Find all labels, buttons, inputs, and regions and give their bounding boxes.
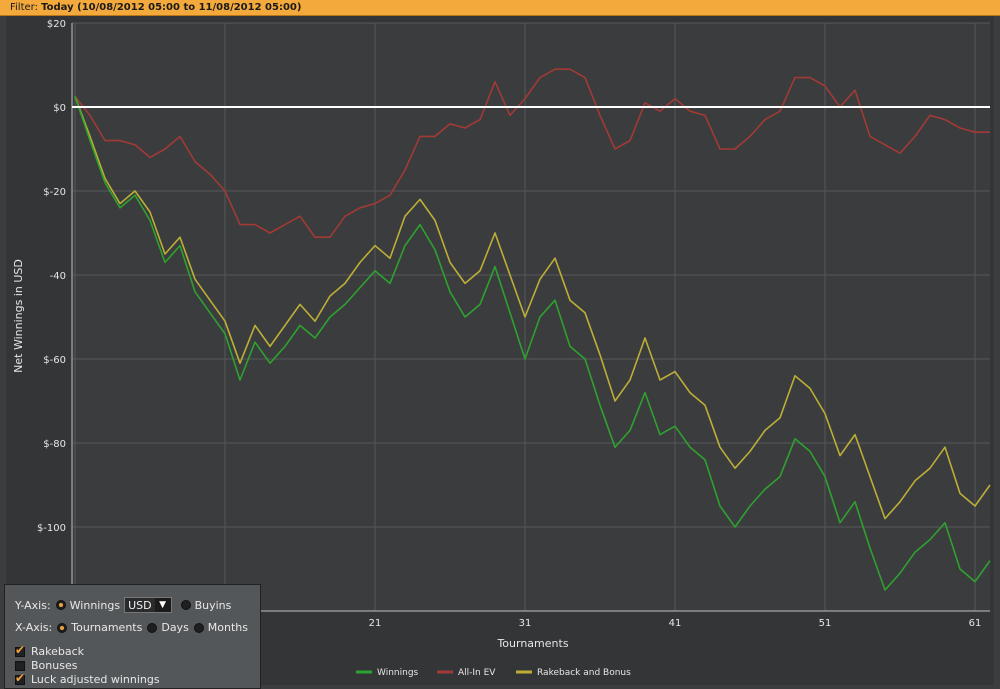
winnings-chart: $20 $0 $-20 -40 $-60 $-80 $-100 21 31 41 51 61 Tour… — [0, 16, 1000, 685]
bonuses-row[interactable]: Bonuses — [15, 659, 77, 672]
y-axis-title: Net Winnings in USD — [12, 259, 25, 373]
rakeback-row[interactable]: Rakeback — [15, 643, 85, 658]
x-tick-label: 31 — [519, 618, 532, 629]
filter-bar: Filter: Today (10/08/2012 05:00 to 11/08… — [0, 0, 1000, 16]
buyins-radio-label[interactable]: Buyins — [194, 598, 232, 612]
x-tick-label: 51 — [819, 618, 832, 629]
x-axis-row: X-Axis: Tournaments Days Months — [15, 621, 248, 634]
legend-label: Winnings — [377, 668, 419, 678]
tournaments-radio[interactable] — [57, 622, 68, 633]
filter-label: Filter: — [10, 2, 38, 13]
graph-area: $20 $0 $-20 -40 $-60 $-80 $-100 21 31 41 51 61 Tour… — [0, 16, 1000, 685]
x-tick-label: 61 — [969, 618, 982, 629]
months-radio-label[interactable]: Months — [207, 621, 249, 634]
luck-adjusted-row[interactable]: Luck adjusted winnings — [15, 671, 160, 686]
luck-adjusted-label[interactable]: Luck adjusted winnings — [31, 673, 160, 686]
tournaments-radio-label[interactable]: Tournaments — [71, 621, 143, 634]
y-tick-label: $-80 — [43, 439, 66, 450]
filter-value: Today (10/08/2012 05:00 to 11/08/2012 05… — [41, 2, 302, 13]
winnings-radio[interactable] — [55, 600, 66, 610]
currency-value: USD — [128, 598, 152, 612]
y-tick-label: $20 — [47, 19, 66, 30]
series-line-all-in-ev — [74, 68, 990, 238]
y-tick-label: $-60 — [43, 355, 66, 366]
rakeback-label[interactable]: Rakeback — [31, 645, 85, 658]
buyins-radio[interactable] — [180, 600, 191, 610]
bonuses-checkbox[interactable] — [15, 660, 25, 671]
y-tick-label: -40 — [50, 271, 66, 282]
series-lines — [74, 68, 991, 591]
currency-select[interactable]: USD ▼ — [124, 597, 172, 613]
y-tick-label: $-20 — [43, 187, 66, 198]
y-tick-label: $0 — [53, 103, 66, 114]
days-radio[interactable] — [147, 622, 158, 633]
x-tick-label: 41 — [669, 618, 682, 629]
luck-adjusted-checkbox[interactable] — [15, 671, 25, 685]
chevron-down-icon[interactable]: ▼ — [154, 598, 171, 612]
days-radio-label[interactable]: Days — [161, 621, 189, 634]
x-tick-label: 21 — [369, 618, 382, 629]
graph-options-panel: Y-Axis: Winnings USD ▼ Buyins X-Axis: To… — [4, 584, 261, 689]
tick-labels: $20 $0 $-20 -40 $-60 $-80 $-100 21 31 41 51 61 — [37, 19, 981, 629]
bonuses-label[interactable]: Bonuses — [31, 659, 78, 672]
x-axis-label: X-Axis: — [15, 621, 53, 634]
y-axis-row: Y-Axis: Winnings USD ▼ Buyins — [15, 597, 231, 613]
y-axis-label: Y-Axis: — [15, 598, 51, 612]
legend-label: Rakeback and Bonus — [537, 668, 631, 678]
rakeback-checkbox[interactable] — [15, 643, 25, 657]
series-line-winnings — [74, 96, 991, 591]
winnings-radio-label[interactable]: Winnings — [69, 598, 121, 612]
x-axis-title: Tournaments — [496, 637, 568, 650]
legend: Winnings All-In EV Rakeback and Bonus — [356, 668, 631, 678]
y-tick-label: $-100 — [37, 523, 66, 534]
series-line-rakeback-and-bonus — [74, 96, 991, 520]
legend-label: All-In EV — [458, 668, 496, 678]
plot-area — [72, 23, 990, 611]
months-radio[interactable] — [193, 622, 204, 633]
